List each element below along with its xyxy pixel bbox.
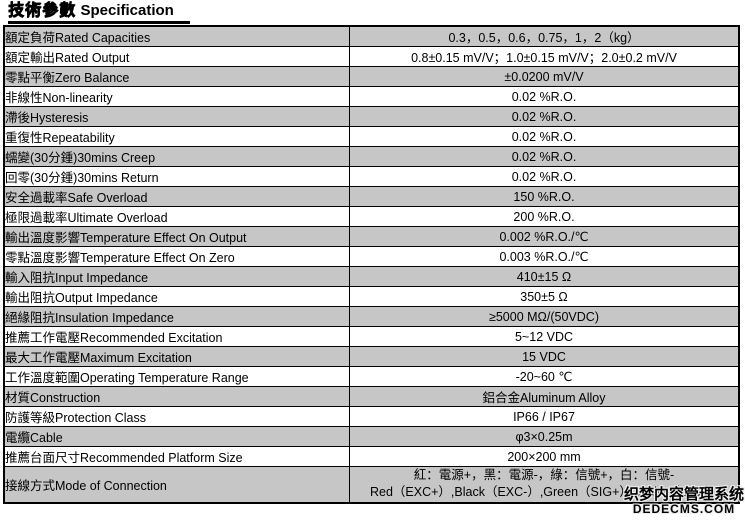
spec-value: 0.02 %R.O. [349,166,740,187]
spec-label: 輸出溫度影響Temperature Effect On Output [3,226,350,247]
table-row: 絕緣阻抗Insulation Impedance ≥5000 MΩ/(50VDC) [3,306,740,327]
table-row: 推薦工作電壓Recommended Excitation 5~12 VDC [3,326,740,347]
table-row: 輸出阻抗Output Impedance 350±5 Ω [3,286,740,307]
spec-value: 0.02 %R.O. [349,126,740,147]
table-row: 工作溫度範圍Operating Temperature Range -20~60 … [3,366,740,387]
table-row: 額定輸出Rated Output 0.8±0.15 mV/V；1.0±0.15 m… [3,46,740,67]
spec-value: 15 VDC [349,346,740,367]
spec-label: 推薦工作電壓Recommended Excitation [3,326,350,347]
spec-value: 350±5 Ω [349,286,740,307]
spec-label: 最大工作電壓Maximum Excitation [3,346,350,367]
spec-value: 0.02 %R.O. [349,146,740,167]
spec-value: 紅：電源+，黑：電源-，綠：信號+，白：信號- Red（EXC+）,Black（E… [349,466,740,503]
spec-label: 輸出阻抗Output Impedance [3,286,350,307]
spec-label: 安全過載率Safe Overload [3,186,350,207]
spec-label: 非線性Non-linearity [3,86,350,107]
table-row: 零點溫度影響Temperature Effect On Zero 0.003 %R… [3,246,740,267]
table-row: 防護等級Protection Class IP66 / IP67 [3,406,740,427]
table-row: 安全過載率Safe Overload 150 %R.O. [3,186,740,207]
spec-label: 極限過載率Ultimate Overload [3,206,350,227]
page-title-en: Specification [80,2,174,19]
spec-label: 滯後Hysteresis [3,106,350,127]
spec-label: 絕緣阻抗Insulation Impedance [3,306,350,327]
table-row: 推薦台面尺寸Recommended Platform Size 200×200 m… [3,446,740,467]
spec-value-line: Red（EXC+）,Black（EXC-）,Green（SIG+）,White（… [369,485,718,500]
spec-value: IP66 / IP67 [349,406,740,427]
spec-value: ≥5000 MΩ/(50VDC) [349,306,740,327]
spec-value: ±0.0200 mV/V [349,66,740,87]
spec-label: 接線方式Mode of Connection [3,466,350,503]
table-row: 非線性Non-linearity 0.02 %R.O. [3,86,740,107]
spec-value: 5~12 VDC [349,326,740,347]
spec-value: 0.003 %R.O./℃ [349,246,740,267]
spec-label: 零點溫度影響Temperature Effect On Zero [3,246,350,267]
spec-label: 輸入阻抗Input Impedance [3,266,350,287]
spec-value: 0.3，0.5，0.6，0.75，1，2（kg） [349,25,740,47]
spec-label: 回零(30分鍾)30mins Return [3,166,350,187]
page-title-cjk: 技術參數 [8,2,77,19]
spec-label: 電纜Cable [3,426,350,447]
table-row: 零點平衡Zero Balance ±0.0200 mV/V [3,66,740,87]
table-row: 輸出溫度影響Temperature Effect On Output 0.002 … [3,226,740,247]
spec-value: 200 %R.O. [349,206,740,227]
spec-value-line: 紅：電源+，黑：電源-，綠：信號+，白：信號- [413,468,675,483]
spec-label: 額定輸出Rated Output [3,46,350,67]
spec-label: 零點平衡Zero Balance [3,66,350,87]
spec-label: 工作溫度範圍Operating Temperature Range [3,366,350,387]
watermark-domain-text: DEDECMS.COM [632,502,736,516]
spec-label: 重復性Repeatability [3,126,350,147]
table-row: 輸入阻抗Input Impedance 410±15 Ω [3,266,740,287]
spec-label: 蠕變(30分鍾)30mins Creep [3,146,350,167]
spec-value: 0.8±0.15 mV/V；1.0±0.15 mV/V；2.0±0.2 mV/V [349,46,740,67]
table-row: 額定負荷Rated Capacities 0.3，0.5，0.6，0.75，1，2… [3,25,740,47]
specification-table: 額定負荷Rated Capacities 0.3，0.5，0.6，0.75，1，2… [3,25,740,504]
spec-label: 推薦台面尺寸Recommended Platform Size [3,446,350,467]
spec-label: 防護等級Protection Class [3,406,350,427]
table-row: 重復性Repeatability 0.02 %R.O. [3,126,740,147]
table-row: 回零(30分鍾)30mins Return 0.02 %R.O. [3,166,740,187]
spec-value: 150 %R.O. [349,186,740,207]
spec-value: 0.02 %R.O. [349,106,740,127]
spec-value: φ3×0.25m [349,426,740,447]
table-row: 電纜Cable φ3×0.25m [3,426,740,447]
spec-value: 0.002 %R.O./℃ [349,226,740,247]
table-row: 接線方式Mode of Connection 紅：電源+，黑：電源-，綠：信號+，… [3,466,740,503]
page-title: 技術參數 Specification [8,2,190,24]
spec-value: -20~60 ℃ [349,366,740,387]
table-row: 材質Construction 鋁合金Aluminum Alloy [3,386,740,407]
table-row: 極限過載率Ultimate Overload 200 %R.O. [3,206,740,227]
spec-label: 材質Construction [3,386,350,407]
table-row: 蠕變(30分鍾)30mins Creep 0.02 %R.O. [3,146,740,167]
spec-value: 410±15 Ω [349,266,740,287]
table-row: 滯後Hysteresis 0.02 %R.O. [3,106,740,127]
spec-value: 鋁合金Aluminum Alloy [349,386,740,407]
spec-label: 額定負荷Rated Capacities [3,25,350,47]
watermark-cjk-text: 织梦内容管理系统 [623,486,744,503]
table-row: 最大工作電壓Maximum Excitation 15 VDC [3,346,740,367]
spec-value: 0.02 %R.O. [349,86,740,107]
spec-value: 200×200 mm [349,446,740,467]
dedecms-watermark: 织梦内容管理系统 DEDECMS.COM [624,487,744,515]
